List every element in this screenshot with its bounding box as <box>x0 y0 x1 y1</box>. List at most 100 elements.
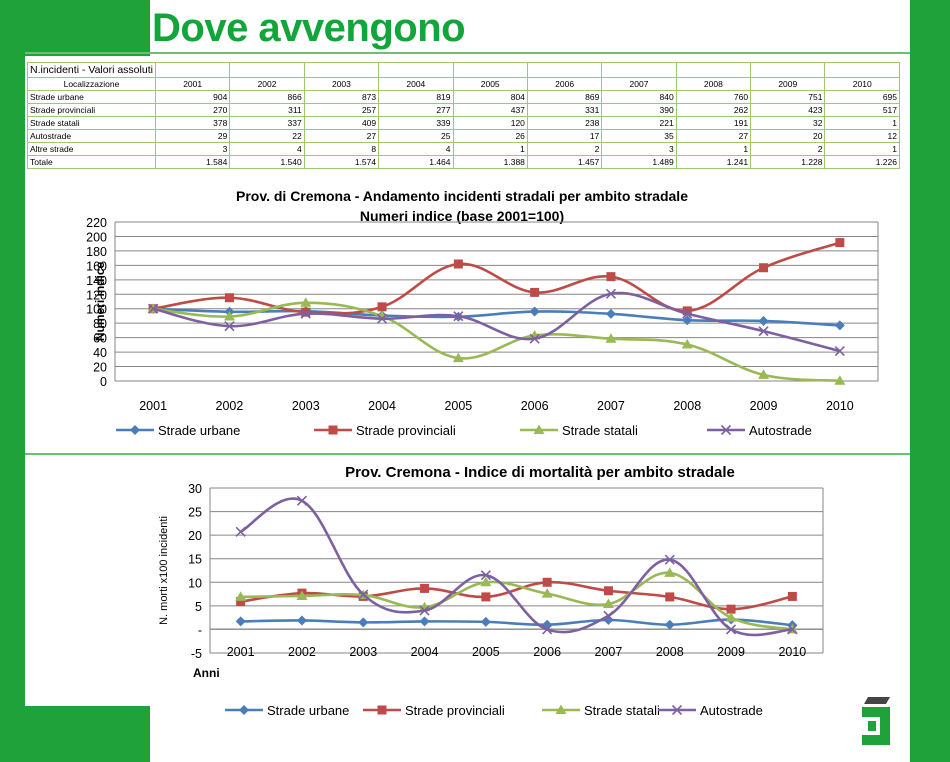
table-row: Strade urbane 904 866 873 819 804 869 840 760 751… <box>27 90 900 104</box>
data-point <box>834 375 846 385</box>
data-point <box>787 591 797 601</box>
data-point <box>606 272 616 282</box>
data-point <box>419 605 430 616</box>
series-autostrade <box>148 288 845 357</box>
data-point <box>834 346 845 357</box>
data-point <box>603 610 614 621</box>
index-line-chart: Prov. di Cremona - Andamento incidenti s… <box>86 188 879 438</box>
data-point <box>542 577 552 587</box>
table-cell: 277 <box>378 103 454 117</box>
table-cell: 8 <box>303 142 380 156</box>
data-point <box>224 321 235 332</box>
y-tick-label: - <box>198 623 202 637</box>
table-cell: 257 <box>303 103 380 117</box>
y-tick-label: 100 <box>86 303 107 317</box>
frame-bottom-left-block <box>0 706 150 762</box>
y-tick-label: 80 <box>93 317 107 331</box>
table-caption-cell <box>601 62 677 78</box>
legend-marker <box>720 424 732 436</box>
data-point <box>235 616 246 627</box>
table-cell: 517 <box>824 103 900 117</box>
x-tick-label: 2005 <box>444 399 472 413</box>
data-point <box>541 588 553 598</box>
series-line <box>152 241 841 315</box>
data-point <box>758 315 769 326</box>
table-cell: 1.584 <box>154 155 231 169</box>
legend-item: Autostrade <box>707 423 812 438</box>
y-tick-label: 40 <box>93 346 107 360</box>
table-header-year: 2003 <box>303 77 380 91</box>
legend-item: Autostrade <box>658 703 763 718</box>
y-tick-label: 60 <box>93 332 107 346</box>
table-cell: 1 <box>452 142 528 156</box>
y-tick-label: 15 <box>188 553 202 567</box>
table-header-year: 2010 <box>824 77 900 91</box>
series-autostrade <box>235 495 798 637</box>
data-point <box>453 259 463 269</box>
table-header-year: 2009 <box>750 77 826 91</box>
data-point <box>480 576 492 587</box>
y-tick-label: 140 <box>86 274 107 288</box>
table-cell: 1.241 <box>675 155 752 169</box>
frame-left-bar <box>0 0 25 762</box>
series-line <box>239 497 793 637</box>
legend-item: Strade statali <box>542 703 660 718</box>
data-point <box>235 526 246 537</box>
table-row-label: Totale <box>27 155 156 169</box>
data-point <box>835 238 845 248</box>
legend-label: Strade provinciali <box>405 703 505 718</box>
table-cell: 32 <box>750 116 826 130</box>
x-tick-label: 2004 <box>411 645 439 659</box>
data-point <box>682 308 693 319</box>
chart-divider <box>25 453 910 455</box>
data-point <box>605 288 617 299</box>
table-cell: 1.574 <box>303 155 380 169</box>
y-tick-label: 0 <box>100 375 107 389</box>
table-cell: 1 <box>675 142 752 156</box>
data-point <box>605 333 617 343</box>
legend-marker <box>130 425 140 435</box>
data-point <box>605 308 616 319</box>
logo-icon <box>862 697 890 745</box>
table-row-label: Strade provinciali <box>27 103 156 117</box>
chart-title: Prov. di Cremona - Andamento incidenti s… <box>236 188 688 204</box>
table-cell: 3 <box>601 142 677 156</box>
data-point <box>377 302 387 312</box>
legend-marker <box>328 425 338 435</box>
x-tick-label: 2004 <box>368 399 396 413</box>
data-point <box>602 598 614 608</box>
data-point <box>296 590 308 600</box>
table-cell: 1.388 <box>452 155 528 169</box>
chart-title: Prov. Cremona - Indice di mortalità per … <box>345 464 735 481</box>
series-strade-provinciali <box>148 238 845 317</box>
y-tick-label: 20 <box>93 361 107 375</box>
series-line <box>153 307 840 327</box>
table-cell: 819 <box>378 90 454 104</box>
y-tick-label: 25 <box>188 506 202 520</box>
table-header-year: 2004 <box>378 77 454 91</box>
y-tick-label: 120 <box>86 288 107 302</box>
table-cell: 695 <box>824 90 900 104</box>
data-point <box>681 339 693 349</box>
table-cell: 873 <box>303 90 380 104</box>
data-point <box>224 293 234 303</box>
table-cell: 1.464 <box>378 155 454 169</box>
mortality-line-chart: Prov. Cremona - Indice di mortalità per … <box>158 464 824 718</box>
table-header-year: 2001 <box>154 77 231 91</box>
data-point <box>358 617 369 628</box>
data-point <box>664 554 675 565</box>
table-cell: 191 <box>675 116 752 130</box>
table-row-label: Strade statali <box>27 116 156 130</box>
table-cell: 35 <box>601 129 677 143</box>
table-caption-row: N.incidenti - Valori assoluti <box>27 62 900 78</box>
data-point <box>758 369 770 379</box>
x-tick-label: 2006 <box>521 399 549 413</box>
table-caption-cell <box>378 62 454 78</box>
x-tick-label: 2003 <box>292 399 320 413</box>
table-cell: 423 <box>750 103 826 117</box>
table-header-row: Localizzazione 2001 2002 2003 2004 2005 2006 20… <box>27 77 900 91</box>
table-cell: 437 <box>452 103 528 117</box>
data-point <box>664 619 675 630</box>
y-tick-label: 200 <box>86 230 107 244</box>
series-strade-urbane <box>235 614 798 631</box>
